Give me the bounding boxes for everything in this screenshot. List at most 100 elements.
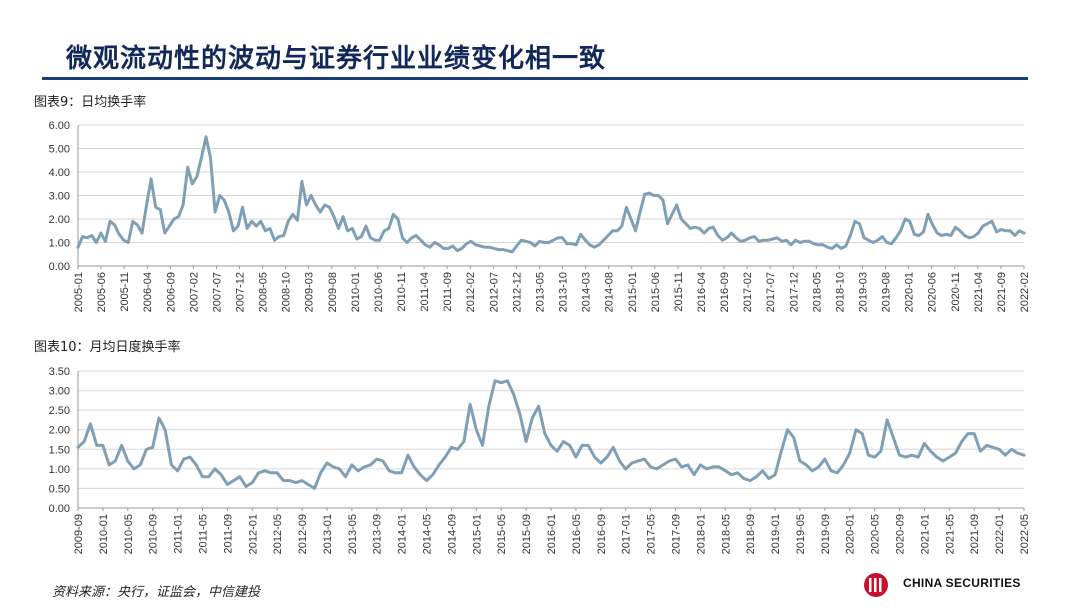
x-tick-label: 2007-12 bbox=[235, 272, 247, 312]
x-tick-label: 2021-04 bbox=[973, 272, 985, 312]
x-tick-label: 2015-01 bbox=[627, 272, 639, 312]
x-tick-label: 2020-05 bbox=[870, 514, 882, 554]
x-tick-label: 2021-09 bbox=[996, 272, 1008, 312]
x-tick-label: 2011-09 bbox=[442, 272, 454, 312]
x-tick-label: 2012-01 bbox=[247, 514, 259, 554]
x-tick-label: 2016-01 bbox=[546, 514, 558, 554]
logo-text: CHINA SECURITIES bbox=[903, 576, 1021, 590]
x-tick-label: 2018-01 bbox=[695, 514, 707, 554]
x-tick-label: 2020-11 bbox=[950, 272, 962, 312]
x-tick-label: 2020-01 bbox=[904, 272, 916, 312]
y-tick-label: 3.00 bbox=[49, 191, 70, 203]
x-tick-label: 2005-06 bbox=[96, 272, 108, 312]
x-tick-label: 2017-09 bbox=[670, 514, 682, 554]
x-tick-label: 2016-04 bbox=[696, 272, 708, 312]
x-tick-label: 2009-09 bbox=[73, 514, 85, 554]
x-tick-label: 2012-02 bbox=[465, 272, 477, 312]
x-tick-label: 2015-06 bbox=[650, 272, 662, 312]
china-securities-logo: CHINA SECURITIES bbox=[858, 566, 1038, 608]
y-tick-label: 5.00 bbox=[49, 144, 70, 156]
x-tick-label: 2017-02 bbox=[742, 272, 754, 312]
x-tick-label: 2013-05 bbox=[347, 514, 359, 554]
chart-caption-monthly-turnover: 图表10：月均日度换手率 bbox=[34, 340, 181, 355]
x-tick-label: 2017-05 bbox=[646, 514, 658, 554]
x-tick-label: 2008-05 bbox=[258, 272, 270, 312]
x-tick-label: 2010-11 bbox=[396, 272, 408, 312]
x-tick-label: 2014-03 bbox=[581, 272, 593, 312]
x-tick-label: 2006-04 bbox=[142, 272, 154, 312]
x-tick-label: 2016-09 bbox=[719, 272, 731, 312]
x-tick-label: 2013-05 bbox=[534, 272, 546, 312]
x-tick-label: 2010-05 bbox=[123, 514, 135, 554]
y-tick-label: 2.50 bbox=[49, 405, 70, 417]
x-tick-label: 2018-05 bbox=[720, 514, 732, 554]
x-tick-label: 2015-09 bbox=[521, 514, 533, 554]
x-tick-label: 2020-09 bbox=[895, 514, 907, 554]
y-tick-label: 0.50 bbox=[49, 483, 70, 495]
chart-monthly-turnover: 0.00 0.50 1.00 1.50 2.00 2.50 3.00 3.50 2009-09 2… bbox=[49, 366, 1031, 554]
y-tick-label: 1.00 bbox=[49, 238, 70, 250]
x-tick-label: 2013-09 bbox=[372, 514, 384, 554]
x-tick-label: 2016-05 bbox=[571, 514, 583, 554]
x-tick-label: 2011-04 bbox=[419, 272, 431, 312]
x-tick-label: 2016-09 bbox=[596, 514, 608, 554]
x-tick-label: 2021-05 bbox=[944, 514, 956, 554]
x-tick-label: 2010-01 bbox=[350, 272, 362, 312]
y-tick-label: 4.00 bbox=[49, 167, 70, 179]
x-tick-label: 2017-12 bbox=[788, 272, 800, 312]
x-tick-label: 2019-03 bbox=[857, 272, 869, 312]
x-tick-label: 2011-01 bbox=[173, 514, 185, 554]
x-tick-label: 2006-09 bbox=[165, 272, 177, 312]
page-title: 微观流动性的波动与证券行业业绩变化相一致 bbox=[66, 44, 607, 74]
chart-caption-daily-turnover: 图表9：日均换手率 bbox=[34, 95, 147, 110]
x-tick-label: 2012-07 bbox=[488, 272, 500, 312]
x-tick-label: 2009-03 bbox=[304, 272, 316, 312]
x-tick-label: 2007-02 bbox=[188, 272, 200, 312]
x-tick-label: 2021-01 bbox=[919, 514, 931, 554]
x-tick-label: 2015-01 bbox=[471, 514, 483, 554]
y-tick-label: 2.00 bbox=[49, 425, 70, 437]
chart-daily-turnover: 0.00 1.00 2.00 3.00 4.00 5.00 6.00 2005-01 2005-… bbox=[49, 120, 1031, 312]
logo-emblem-icon bbox=[864, 573, 888, 597]
x-tick-label: 2015-05 bbox=[496, 514, 508, 554]
y-tick-label: 3.50 bbox=[49, 366, 70, 378]
source-note: 资料来源：央行，证监会，中信建投 bbox=[52, 585, 261, 600]
x-tick-label: 2018-09 bbox=[745, 514, 757, 554]
y-tick-label: 0.00 bbox=[49, 261, 70, 273]
y-tick-label: 0.00 bbox=[49, 503, 70, 515]
x-tick-label: 2019-05 bbox=[795, 514, 807, 554]
x-tick-label: 2005-01 bbox=[73, 272, 85, 312]
x-tick-label: 2013-10 bbox=[558, 272, 570, 312]
x-tick-label: 2019-01 bbox=[770, 514, 782, 554]
x-tick-label: 2011-05 bbox=[197, 514, 209, 554]
x-tick-label: 2011-09 bbox=[222, 514, 234, 554]
y-tick-label: 1.50 bbox=[49, 444, 70, 456]
x-tick-label: 2022-02 bbox=[1019, 272, 1031, 312]
x-tick-label: 2022-01 bbox=[994, 514, 1006, 554]
x-tick-label: 2014-08 bbox=[604, 272, 616, 312]
x-tick-label: 2012-12 bbox=[511, 272, 523, 312]
x-tick-label: 2014-01 bbox=[397, 514, 409, 554]
x-tick-label: 2008-10 bbox=[281, 272, 293, 312]
x-tick-label: 2022-05 bbox=[1019, 514, 1031, 554]
x-tick-label: 2005-11 bbox=[119, 272, 131, 312]
x-tick-label: 2014-05 bbox=[422, 514, 434, 554]
series-line-0 bbox=[76, 135, 1026, 254]
y-tick-label: 2.00 bbox=[49, 214, 70, 226]
x-tick-label: 2007-07 bbox=[211, 272, 223, 312]
y-tick-label: 3.00 bbox=[49, 386, 70, 398]
x-tick-label: 2018-05 bbox=[811, 272, 823, 312]
x-tick-label: 2013-01 bbox=[322, 514, 334, 554]
x-tick-label: 2021-09 bbox=[969, 514, 981, 554]
x-tick-label: 2012-05 bbox=[272, 514, 284, 554]
x-tick-label: 2020-01 bbox=[845, 514, 857, 554]
x-tick-label: 2014-09 bbox=[446, 514, 458, 554]
x-tick-label: 2017-01 bbox=[621, 514, 633, 554]
x-tick-label: 2019-08 bbox=[881, 272, 893, 312]
x-tick-label: 2019-09 bbox=[820, 514, 832, 554]
x-tick-label: 2010-09 bbox=[148, 514, 160, 554]
y-tick-label: 6.00 bbox=[49, 120, 70, 132]
x-tick-label: 2017-07 bbox=[765, 272, 777, 312]
title-rule bbox=[42, 77, 1028, 80]
series-line-0 bbox=[76, 379, 1026, 490]
